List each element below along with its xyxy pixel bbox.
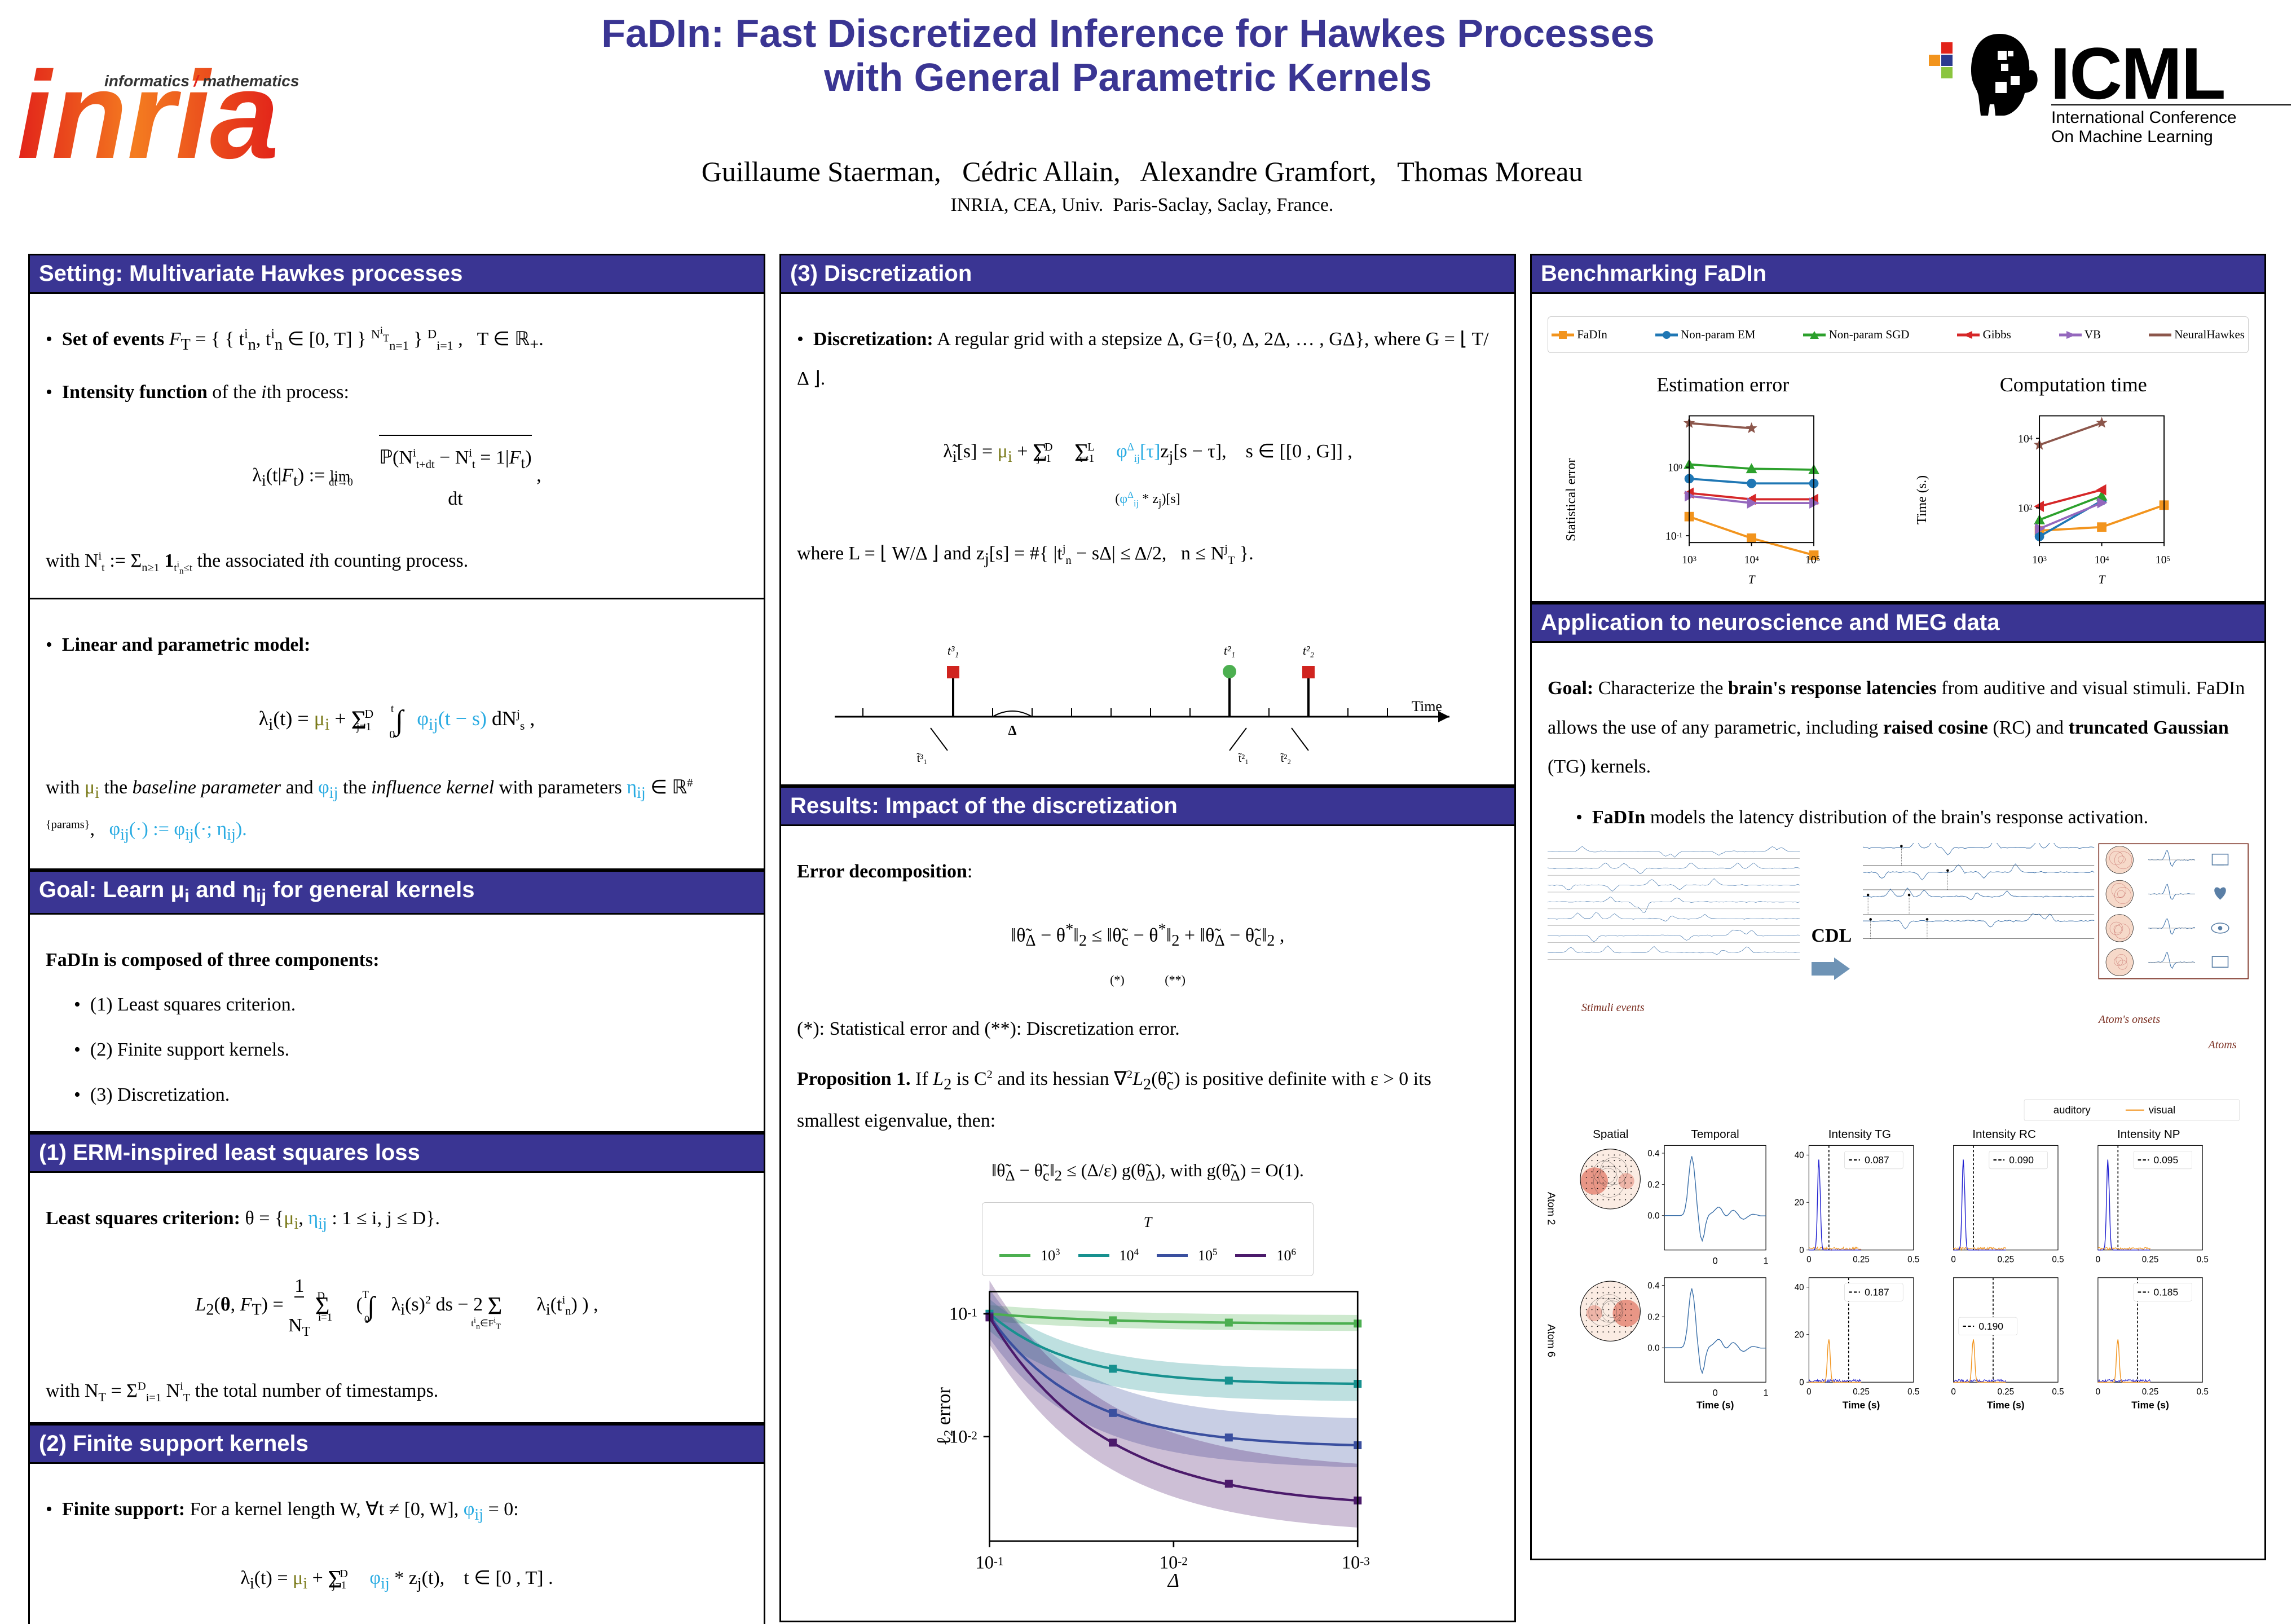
svg-text:0: 0: [1713, 1256, 1718, 1266]
svg-text:0: 0: [1806, 1255, 1811, 1265]
svg-text:0.087: 0.087: [1865, 1154, 1889, 1166]
svg-text:0.4: 0.4: [1647, 1281, 1660, 1291]
svg-text:t²₁: t²₁: [1224, 643, 1235, 657]
svg-text:0.2: 0.2: [1647, 1180, 1659, 1190]
svg-text:0.5: 0.5: [2052, 1387, 2064, 1397]
svg-text:0.25: 0.25: [1853, 1255, 1870, 1265]
svg-text:1: 1: [1764, 1256, 1769, 1266]
svg-text:Spatial: Spatial: [1593, 1128, 1628, 1141]
svg-text:0: 0: [2096, 1255, 2100, 1265]
svg-text:0.190: 0.190: [1978, 1321, 2003, 1332]
svg-text:0: 0: [1713, 1388, 1718, 1398]
svg-text:0.0: 0.0: [1647, 1344, 1659, 1353]
svg-text:Δ: Δ: [1167, 1569, 1179, 1591]
svg-text:Time: Time: [1412, 698, 1442, 714]
svg-text:40: 40: [1795, 1283, 1804, 1292]
svg-text:0.25: 0.25: [2142, 1387, 2159, 1397]
svg-text:ℓ2 error: ℓ2 error: [933, 1387, 955, 1445]
svg-text:0: 0: [1951, 1255, 1955, 1265]
svg-text:0.2: 0.2: [1647, 1313, 1659, 1322]
svg-text:0: 0: [1806, 1387, 1811, 1397]
svg-text:0.5: 0.5: [2197, 1255, 2209, 1265]
svg-text:0.5: 0.5: [2052, 1255, 2064, 1265]
svg-text:Time (s): Time (s): [1987, 1400, 2025, 1411]
svg-text:0: 0: [1951, 1387, 1955, 1397]
svg-text:t̃²₁: t̃²₁: [1238, 752, 1249, 765]
svg-text:Δ: Δ: [1008, 723, 1016, 738]
svg-text:0.187: 0.187: [1865, 1287, 1889, 1298]
svg-text:Temporal: Temporal: [1691, 1128, 1739, 1141]
svg-text:0.25: 0.25: [1997, 1255, 2014, 1265]
svg-text:0.5: 0.5: [1907, 1255, 1919, 1265]
svg-text:t̃³₁: t̃³₁: [916, 752, 927, 765]
svg-text:0.5: 0.5: [2197, 1387, 2209, 1397]
svg-text:0.4: 0.4: [1647, 1149, 1660, 1159]
svg-text:visual: visual: [2149, 1104, 2175, 1116]
svg-text:1: 1: [1764, 1388, 1769, 1398]
svg-text:Time (s): Time (s): [2131, 1400, 2169, 1411]
svg-text:Intensity NP: Intensity NP: [2117, 1128, 2180, 1141]
svg-text:Atom 6: Atom 6: [1548, 1324, 1558, 1357]
svg-text:0.25: 0.25: [1853, 1387, 1870, 1397]
svg-text:0.185: 0.185: [2154, 1287, 2179, 1298]
svg-text:0.25: 0.25: [2142, 1255, 2159, 1265]
svg-text:Intensity RC: Intensity RC: [1972, 1128, 2036, 1141]
svg-text:40: 40: [1795, 1151, 1804, 1160]
svg-text:Time (s): Time (s): [1696, 1400, 1734, 1411]
svg-text:Time (s): Time (s): [1843, 1400, 1880, 1411]
svg-text:0.25: 0.25: [1997, 1387, 2014, 1397]
svg-text:t³₁: t³₁: [948, 643, 959, 657]
svg-text:t̃²₂: t̃²₂: [1280, 752, 1291, 765]
svg-text:20: 20: [1795, 1198, 1804, 1208]
svg-text:20: 20: [1795, 1330, 1804, 1340]
svg-text:0: 0: [1799, 1378, 1804, 1388]
svg-text:0: 0: [1799, 1246, 1804, 1255]
svg-text:0: 0: [2096, 1387, 2100, 1397]
svg-text:0.0: 0.0: [1647, 1211, 1659, 1221]
svg-text:auditory: auditory: [2053, 1104, 2091, 1116]
svg-text:0.090: 0.090: [2009, 1154, 2034, 1166]
svg-text:Intensity TG: Intensity TG: [1828, 1128, 1891, 1141]
svg-text:t²₂: t²₂: [1303, 643, 1315, 657]
svg-text:inria: inria: [17, 46, 279, 184]
svg-text:0.5: 0.5: [1907, 1387, 1919, 1397]
svg-text:Atom 2: Atom 2: [1548, 1192, 1558, 1225]
svg-text:0.095: 0.095: [2154, 1154, 2179, 1166]
